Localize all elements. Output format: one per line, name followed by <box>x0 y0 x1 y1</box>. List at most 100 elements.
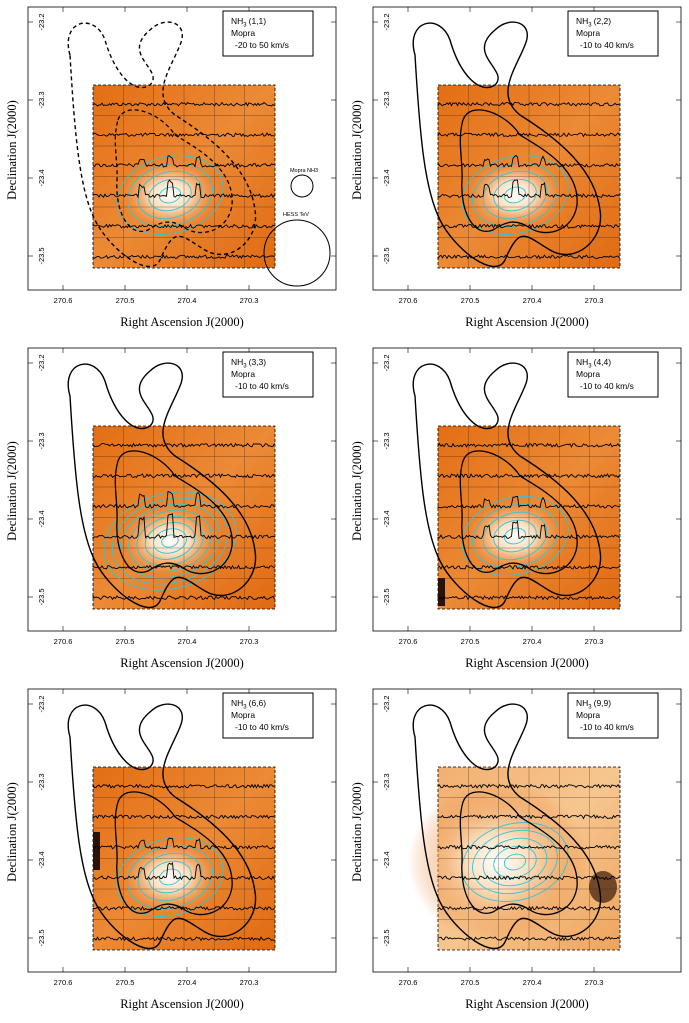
transition-text: (2,2) <box>594 16 612 26</box>
legend-velocity-range: -10 to 40 km/s <box>580 40 634 50</box>
x-tick-label: 270.3 <box>585 978 604 987</box>
y-tick-label: -23.3 <box>37 773 46 790</box>
molecule-subscript: 3 <box>588 23 592 29</box>
spectra-grid <box>93 85 275 268</box>
legend-line-label: NH3 (9,9) <box>576 698 611 711</box>
y-tick-label: -23.5 <box>382 588 391 605</box>
y-tick-label: -23.2 <box>37 354 46 371</box>
x-tick-label: 270.5 <box>116 296 135 305</box>
y-tick-label: -23.5 <box>382 247 391 264</box>
molecule-text: NH <box>231 16 243 26</box>
y-tick-label: -23.3 <box>382 432 391 449</box>
legend-box <box>222 351 314 398</box>
x-axis-label: Right Ascension J(2000) <box>465 997 589 1011</box>
molecule-text: NH <box>231 698 243 708</box>
x-tick-label: 270.4 <box>178 978 197 987</box>
spectra-traces <box>437 442 620 601</box>
map-plot: -23.2 -23.3 -23.4 -23.5 270.6 270.5 270.4 270.3… <box>350 6 682 329</box>
y-tick-label: -23.4 <box>382 851 391 868</box>
x-tick-label: 270.3 <box>585 296 604 305</box>
map-plot: -23.2 -23.3 -23.4 -23.5 270.6 270.5 270.4 270.3… <box>5 6 337 329</box>
legend-line-label: NH3 (1,1) <box>231 16 266 29</box>
map-plot: -23.2 -23.3 -23.4 -23.5 270.6 270.5 270.4 270.3… <box>5 688 337 1011</box>
x-axis-label: Right Ascension J(2000) <box>120 997 244 1011</box>
molecule-subscript: 3 <box>243 364 247 370</box>
y-tick-label: -23.4 <box>37 510 46 527</box>
cyan-contours <box>116 155 224 235</box>
spectra-traces <box>92 101 275 260</box>
y-axis-label: Declination J(2000) <box>5 441 19 541</box>
emission-peak <box>115 501 225 581</box>
legend-line-label: NH3 (6,6) <box>231 698 266 711</box>
hess-inner-contour <box>114 791 233 916</box>
x-axis-label: Right Ascension J(2000) <box>465 315 589 329</box>
cyan-contours <box>461 822 569 902</box>
transition-text: (3,3) <box>249 357 267 367</box>
map-plot: -23.2 -23.3 -23.4 -23.5 270.6 270.5 270.4 270.3… <box>350 347 682 670</box>
y-tick-label: -23.2 <box>382 354 391 371</box>
plot-frame <box>27 6 337 291</box>
legend-velocity-range: -10 to 40 km/s <box>580 381 634 391</box>
y-axis-label: Declination J(2000) <box>5 100 19 200</box>
x-tick-label: 270.6 <box>399 296 418 305</box>
spectra-grid <box>438 426 620 609</box>
legend-box <box>222 10 314 57</box>
x-tick-label: 270.6 <box>399 637 418 646</box>
spectra-grid <box>438 767 620 950</box>
legend-velocity-range: -10 to 40 km/s <box>580 722 634 732</box>
y-tick-label: -23.2 <box>37 695 46 712</box>
hess-inner-contour <box>459 791 578 916</box>
legend-line-label: NH3 (4,4) <box>576 357 611 370</box>
y-axis-label: Declination J(2000) <box>350 100 364 200</box>
molecule-subscript: 3 <box>588 364 592 370</box>
molecule-text: NH <box>576 357 588 367</box>
emission-peak <box>460 155 570 235</box>
hess-inner-contour <box>114 450 233 575</box>
y-tick-label: -23.5 <box>37 929 46 946</box>
plot-frame <box>27 688 337 973</box>
y-tick-label: -23.3 <box>382 773 391 790</box>
beam-label: Mopra NH3 <box>290 168 318 174</box>
x-axis-label: Right Ascension J(2000) <box>465 656 589 670</box>
molecule-text: NH <box>231 357 243 367</box>
y-tick-label: -23.3 <box>37 432 46 449</box>
map-panel-5: -23.2 -23.3 -23.4 -23.5 270.6 270.5 270.4 270.3… <box>0 682 345 1023</box>
legend-box <box>222 692 314 739</box>
molecule-subscript: 3 <box>243 705 247 711</box>
y-tick-label: -23.3 <box>37 91 46 108</box>
y-tick-label: -23.5 <box>37 588 46 605</box>
hess-contour <box>412 21 602 267</box>
y-tick-label: -23.4 <box>382 510 391 527</box>
axis-ticks <box>373 689 681 972</box>
x-axis-label: Right Ascension J(2000) <box>120 315 244 329</box>
transition-text: (1,1) <box>249 16 267 26</box>
x-tick-label: 270.3 <box>240 978 259 987</box>
mopra-beam-circle <box>290 174 314 198</box>
beam-label: HESS TeV <box>283 212 309 218</box>
axis-ticks <box>373 348 681 631</box>
transition-text: (6,6) <box>249 698 267 708</box>
legend-line-label: NH3 (3,3) <box>231 357 266 370</box>
y-tick-label: -23.5 <box>382 929 391 946</box>
transition-text: (9,9) <box>594 698 612 708</box>
edge-artifact <box>93 832 100 870</box>
legend-box <box>567 10 659 57</box>
molecule-subscript: 3 <box>588 705 592 711</box>
x-tick-label: 270.5 <box>116 637 135 646</box>
legend-velocity-range: -10 to 40 km/s <box>235 722 289 732</box>
edge-artifact <box>438 578 445 606</box>
x-tick-label: 270.4 <box>523 296 542 305</box>
x-tick-label: 270.4 <box>178 637 197 646</box>
map-panel-3: -23.2 -23.3 -23.4 -23.5 270.6 270.5 270.4 270.3… <box>0 341 345 682</box>
hess-contour <box>67 362 257 608</box>
legend-instrument: Mopra <box>231 710 255 720</box>
legend-instrument: Mopra <box>576 369 600 379</box>
y-axis-label: Declination J(2000) <box>350 782 364 882</box>
map-plot: -23.2 -23.3 -23.4 -23.5 270.6 270.5 270.4 270.3… <box>5 347 337 670</box>
y-tick-label: -23.4 <box>382 169 391 186</box>
x-tick-label: 270.6 <box>54 637 73 646</box>
spectra-traces <box>92 442 275 601</box>
x-tick-label: 270.4 <box>178 296 197 305</box>
legend-box <box>567 692 659 739</box>
x-tick-label: 270.3 <box>240 637 259 646</box>
